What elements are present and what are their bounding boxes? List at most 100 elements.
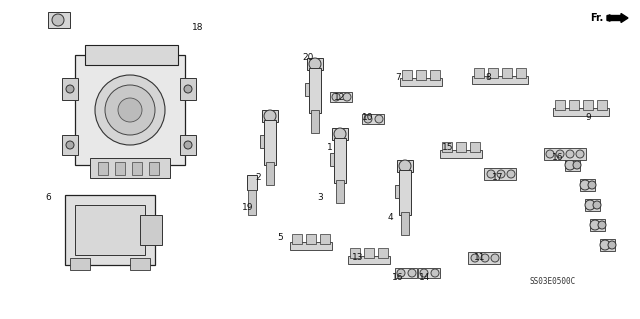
- Bar: [430, 70, 440, 80]
- Text: 15: 15: [442, 144, 454, 152]
- Bar: [348, 256, 390, 264]
- Circle shape: [598, 221, 606, 229]
- Bar: [115, 162, 125, 175]
- Circle shape: [343, 93, 351, 101]
- Circle shape: [573, 161, 581, 169]
- Bar: [48, 12, 70, 28]
- Bar: [456, 142, 466, 152]
- Bar: [400, 78, 442, 86]
- Circle shape: [580, 180, 590, 190]
- Circle shape: [481, 254, 489, 262]
- Text: 12: 12: [334, 93, 346, 102]
- Bar: [311, 110, 319, 133]
- Circle shape: [608, 241, 616, 249]
- Bar: [132, 162, 142, 175]
- Bar: [502, 68, 512, 78]
- Bar: [416, 70, 426, 80]
- Bar: [378, 248, 388, 258]
- Bar: [228, 8, 625, 308]
- Circle shape: [565, 160, 575, 170]
- Text: 4: 4: [387, 213, 393, 222]
- Bar: [260, 135, 264, 148]
- Bar: [180, 78, 196, 100]
- Circle shape: [95, 75, 165, 145]
- Bar: [402, 70, 412, 80]
- Bar: [330, 153, 334, 166]
- Circle shape: [590, 220, 600, 230]
- Text: 7: 7: [395, 73, 401, 83]
- Circle shape: [118, 98, 142, 122]
- Circle shape: [52, 14, 64, 26]
- Bar: [62, 78, 78, 100]
- Bar: [442, 142, 452, 152]
- Circle shape: [66, 85, 74, 93]
- Bar: [62, 135, 78, 155]
- Bar: [85, 45, 178, 65]
- Bar: [180, 135, 196, 155]
- Text: 5: 5: [277, 234, 283, 242]
- Text: 14: 14: [419, 273, 431, 283]
- Circle shape: [431, 269, 439, 277]
- Bar: [553, 108, 609, 116]
- Bar: [149, 162, 159, 175]
- Circle shape: [497, 170, 505, 178]
- Circle shape: [408, 269, 416, 277]
- Circle shape: [600, 240, 610, 250]
- Text: 2: 2: [255, 174, 261, 182]
- Bar: [98, 162, 108, 175]
- Bar: [70, 258, 90, 270]
- Bar: [290, 242, 332, 250]
- Bar: [248, 190, 256, 215]
- Bar: [362, 114, 384, 124]
- Text: 11: 11: [474, 254, 486, 263]
- Circle shape: [334, 128, 346, 140]
- Bar: [590, 219, 605, 231]
- Bar: [401, 212, 409, 235]
- Bar: [292, 234, 302, 244]
- Circle shape: [585, 200, 595, 210]
- Bar: [544, 148, 586, 160]
- Text: 6: 6: [45, 194, 51, 203]
- Bar: [580, 179, 595, 191]
- Text: 3: 3: [317, 194, 323, 203]
- FancyArrow shape: [607, 13, 628, 23]
- Bar: [264, 120, 276, 165]
- Bar: [397, 160, 413, 172]
- Bar: [309, 68, 321, 113]
- Bar: [75, 55, 185, 165]
- Text: SS03E0500C: SS03E0500C: [530, 278, 576, 286]
- Circle shape: [332, 93, 340, 101]
- Text: 20: 20: [302, 54, 314, 63]
- Bar: [8, 8, 228, 310]
- Circle shape: [66, 141, 74, 149]
- Bar: [440, 150, 482, 158]
- Circle shape: [471, 254, 479, 262]
- Bar: [569, 100, 579, 110]
- Bar: [350, 248, 360, 258]
- Bar: [484, 168, 516, 180]
- Text: Fr.: Fr.: [590, 13, 604, 23]
- Bar: [320, 234, 330, 244]
- Bar: [140, 215, 162, 245]
- Bar: [130, 258, 150, 270]
- Bar: [583, 100, 593, 110]
- Bar: [470, 142, 480, 152]
- Bar: [565, 159, 580, 171]
- Bar: [262, 110, 278, 122]
- Text: 8: 8: [485, 73, 491, 83]
- Bar: [516, 68, 526, 78]
- Bar: [75, 205, 145, 255]
- Bar: [364, 248, 374, 258]
- Circle shape: [588, 181, 596, 189]
- Circle shape: [593, 201, 601, 209]
- Bar: [555, 100, 565, 110]
- Bar: [488, 68, 498, 78]
- Circle shape: [491, 254, 499, 262]
- Bar: [332, 128, 348, 140]
- Text: 1: 1: [327, 144, 333, 152]
- Bar: [472, 76, 528, 84]
- Bar: [585, 199, 600, 211]
- Text: 10: 10: [362, 114, 374, 122]
- Circle shape: [105, 85, 155, 135]
- Circle shape: [309, 58, 321, 70]
